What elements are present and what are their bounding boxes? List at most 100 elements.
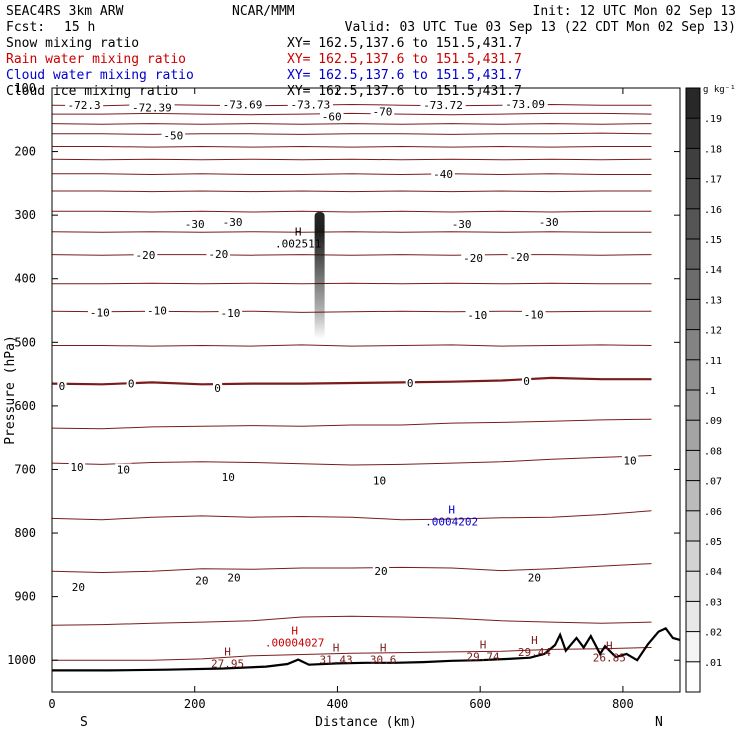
field-xy: XY= 162.5,137.6 to 151.5,431.7 (287, 68, 522, 83)
colorbar-tick-label: .18 (704, 144, 722, 155)
contour-label: 0 (126, 377, 136, 391)
y-tick-label: 1000 (7, 653, 36, 667)
contour-label-bg (220, 216, 245, 228)
contour-label-text: 0 (214, 382, 221, 395)
contour-label: -73.73 (287, 98, 333, 112)
colorbar-swatch (686, 510, 700, 541)
contour-label: 20 (70, 581, 87, 594)
colorbar-tick-label: .17 (704, 175, 722, 186)
colorbar-tick-label: .14 (704, 265, 722, 276)
field-name: Cloud water mixing ratio (6, 68, 194, 83)
contour-label-bg (526, 571, 543, 583)
contour-label-text: -30 (452, 218, 472, 231)
y-tick-label: 800 (14, 526, 36, 540)
contour-label-bg (405, 377, 415, 389)
contour-label-bg (225, 571, 243, 583)
field-name: Rain water mixing ratio (6, 52, 186, 67)
colorbar-swatch (686, 450, 700, 481)
isotherm--65 (52, 112, 652, 116)
contour-label: 20 (372, 565, 390, 578)
extremum-mark: H (480, 638, 487, 651)
contour-label-bg (420, 99, 466, 111)
isotherm-25 (51, 615, 652, 626)
contour-label-bg (65, 99, 104, 111)
colorbar-swatch (686, 148, 700, 179)
contour-label-text: -60 (322, 111, 342, 124)
contour-labels: -72.3 -72.39 -73.69 -73.73 -70 -73.72 -73.09 -4… (57, 97, 639, 594)
contour-label-bg (219, 98, 266, 110)
contour-label-bg (212, 382, 223, 394)
x-tick-label: 600 (469, 697, 491, 711)
contour-label-text: 20 (72, 581, 85, 594)
colorbar-unit: g kg⁻¹ (703, 85, 736, 95)
colorbar-tick-label: .11 (704, 356, 722, 367)
contour-label: 0 (212, 382, 223, 395)
colorbar-swatch (686, 118, 700, 149)
y-tick-label: 900 (14, 590, 36, 604)
extremum-mark: H (224, 645, 231, 658)
contour-label-bg (465, 308, 490, 320)
contour-label: -20 (507, 251, 532, 264)
init-time: Init: 12 UTC Mon 02 Sep 13 (533, 4, 737, 19)
colorbar-tick-label: .19 (704, 114, 722, 125)
contour-label-bg (145, 304, 169, 316)
contour-label-text: 20 (528, 572, 541, 585)
contour-label: -10 (218, 307, 243, 320)
forecast-label: Fcst: (6, 20, 45, 35)
contour-label-text: 10 (117, 463, 130, 476)
contour-label-text: 10 (222, 471, 235, 484)
isotherm--10 (51, 310, 652, 313)
extremum-value: 26.85 (593, 652, 626, 665)
contour-label-text: -30 (539, 216, 559, 229)
contour-label: -30 (182, 218, 207, 231)
extremum-value: 29.44 (518, 646, 551, 659)
contour-label: 10 (68, 460, 86, 474)
extremum-mark: H (531, 634, 538, 647)
snow-plume (314, 211, 325, 340)
x-axis-label: Distance (km) (315, 715, 417, 730)
x-tick-label: 200 (184, 697, 206, 711)
extremum-value: 29.74 (466, 650, 499, 663)
colorbar-tick-label: .07 (704, 477, 722, 488)
colorbar-tick-label: .13 (704, 295, 722, 306)
extremum-value: .0004202 (425, 516, 478, 529)
isotherm--40 (52, 173, 652, 176)
contour-label-text: 0 (523, 375, 530, 388)
colorbar-tick-label: .03 (704, 597, 722, 608)
colorbar-tick-label: .01 (704, 658, 722, 669)
contour-label-text: -10 (524, 308, 544, 321)
contour-label-bg (133, 249, 158, 261)
contour-label: 0 (57, 380, 67, 393)
colorbar-swatch (686, 239, 700, 270)
snow-plume-shape (314, 211, 325, 340)
x-tick-label: 0 (48, 697, 55, 711)
contour-label: -50 (161, 129, 186, 143)
contour-label-bg (521, 375, 532, 387)
header: SEAC4RS 3km ARW NCAR/MMM Init: 12 UTC Mo… (6, 4, 736, 99)
colorbar-tick-label: .1 (704, 386, 716, 397)
forecast-hour: 15 h (64, 20, 95, 35)
extremum-mark: H (291, 624, 298, 637)
colorbar-tick-label: .09 (704, 416, 722, 427)
extremum-value: .00004027 (265, 636, 325, 649)
left-endpoint-label: S (80, 715, 88, 730)
contour-label: -10 (521, 308, 546, 321)
contour-label: -10 (145, 304, 169, 318)
contour-label-bg (70, 581, 87, 593)
field-xy: XY= 162.5,137.6 to 151.5,431.7 (287, 84, 522, 99)
colorbar-tick-label: .08 (704, 446, 722, 457)
contour-label: -20 (206, 247, 231, 261)
contour-label: -73.69 (219, 98, 266, 112)
y-axis-label: Pressure (hPa) (3, 335, 18, 445)
contour-label-text: -40 (433, 168, 453, 181)
colorbar-tick-label: .12 (704, 326, 722, 337)
contour-label: 10 (371, 474, 388, 487)
isotherm--45 (51, 158, 652, 161)
contour-label-bg (431, 167, 455, 179)
contour-label-bg (206, 247, 231, 259)
y-tick-label: 500 (14, 335, 36, 349)
temperature-contours (51, 103, 652, 661)
contour-label-text: -73.09 (505, 98, 545, 111)
contour-label: 10 (621, 454, 639, 468)
